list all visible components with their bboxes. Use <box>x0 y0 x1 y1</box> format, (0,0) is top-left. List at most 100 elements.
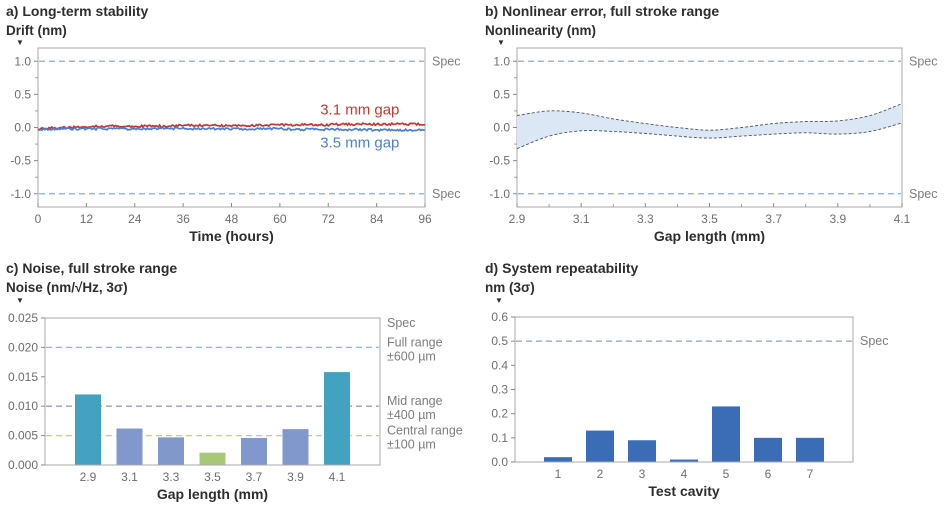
panel-noise: Full range ±600 µm Mid range ±400 µm Central… <box>0 255 475 509</box>
band-upper-edge <box>516 103 903 131</box>
x-tick-label: 7 <box>807 467 814 481</box>
y-tick-label: 0.5 <box>491 334 508 348</box>
bar-4.1 <box>324 372 350 465</box>
x-tick-label: 3 <box>639 467 646 481</box>
y-tick-label: 0.3 <box>491 383 508 397</box>
system-repeatability-plot: Spec 0.6 0.5 0.4 0.3 0.2 0.1 0.0 1 2 3 4 5 6 7 Test cav… <box>491 310 889 499</box>
bar-3.3 <box>158 437 184 465</box>
x-axis-label: Gap length (mm) <box>654 228 765 244</box>
panel-system-repeatability: Spec 0.6 0.5 0.4 0.3 0.2 0.1 0.0 1 2 3 4 5 6 7 Test cav… <box>475 255 950 509</box>
x-tick-label: 84 <box>370 212 384 226</box>
y-tick-label: -0.5 <box>10 154 31 168</box>
spec-label: Spec <box>909 54 938 68</box>
x-tick-label: 1 <box>555 467 562 481</box>
spec-header-label: Spec <box>387 316 416 330</box>
spec-label: ±600 µm <box>387 349 436 363</box>
x-tick-label: 3.3 <box>637 212 654 226</box>
bar-1 <box>544 457 572 462</box>
y-tick-label: -0.5 <box>489 154 510 168</box>
axis-pointer-icon: ▼ <box>497 38 505 47</box>
panel-title: a) Long-term stability <box>6 3 149 19</box>
x-tick-label: 72 <box>322 212 336 226</box>
x-tick-label: 24 <box>128 212 142 226</box>
y-tick-label: 0.020 <box>8 340 38 354</box>
spec-label: Spec <box>432 54 461 68</box>
spec-label: ±400 µm <box>387 408 436 422</box>
x-tick-label: 96 <box>418 212 432 226</box>
x-tick-label: 3.7 <box>765 212 782 226</box>
y-axis-title: Noise (nm/√Hz, 3σ) <box>6 280 128 295</box>
x-tick-label: 60 <box>273 212 287 226</box>
x-tick-label: 2.9 <box>509 212 526 226</box>
x-tick-label: 0 <box>35 212 42 226</box>
panel-title: d) System repeatability <box>485 260 639 276</box>
y-axis-title: Nonlinearity (nm) <box>485 23 597 38</box>
x-tick-label: 3.1 <box>573 212 590 226</box>
x-tick-label: 12 <box>80 212 94 226</box>
y-tick-label: 1.0 <box>493 54 510 68</box>
y-tick-label: -1.0 <box>10 187 31 201</box>
spec-label: Mid range <box>387 394 443 408</box>
y-tick-label: 0.1 <box>491 431 508 445</box>
y-tick-label: 0.000 <box>8 458 38 472</box>
nonlinear-error-plot: Spec Spec 1.0 0.5 0.0 -0.5 -1.0 2.9 3.1 3.3 3.5 3.7… <box>489 47 938 244</box>
axis-pointer-icon: ▼ <box>16 38 24 47</box>
panel-title: b) Nonlinear error, full stroke range <box>485 3 720 19</box>
x-tick-label: 3.9 <box>287 470 304 484</box>
bar-5 <box>712 406 740 462</box>
x-tick-label: 5 <box>723 467 730 481</box>
panel-long-term-stability: Spec Spec 1.0 0.5 0.0 -0.5 -1.0 0 12 24 36 48 60 72 84… <box>0 0 475 255</box>
y-tick-label: 0.2 <box>491 407 508 421</box>
spec-label: ±100 µm <box>387 438 436 452</box>
bar-3.7 <box>241 437 267 465</box>
y-tick-label: 0.025 <box>8 311 38 325</box>
y-tick-label: 0.0 <box>493 121 510 135</box>
y-tick-label: 0.5 <box>493 87 510 101</box>
y-tick-label: 0.010 <box>8 399 38 413</box>
bar-2 <box>586 430 614 462</box>
x-tick-label: 3.9 <box>829 212 846 226</box>
y-tick-label: -1.0 <box>489 187 510 201</box>
bar-4 <box>670 459 698 462</box>
series-line-3.1-mm-gap <box>37 121 426 131</box>
y-tick-label: 0.5 <box>14 87 31 101</box>
y-tick-label: 0.005 <box>8 429 38 443</box>
spec-label: Full range <box>387 335 443 349</box>
series-line-3.5-mm-gap <box>37 126 426 133</box>
x-tick-label: 36 <box>176 212 190 226</box>
x-tick-label: 3.5 <box>204 470 221 484</box>
series-label: 3.5 mm gap <box>320 134 399 151</box>
x-tick-label: 2.9 <box>80 470 97 484</box>
x-axis-label: Test cavity <box>648 483 720 499</box>
x-tick-label: 3.1 <box>121 470 138 484</box>
y-tick-label: 0.4 <box>491 358 508 372</box>
y-axis-title: nm (3σ) <box>485 280 535 295</box>
y-axis-title: Drift (nm) <box>6 23 67 38</box>
spec-label: Spec <box>432 187 461 201</box>
noise-plot: Full range±600 µm Mid range±400 µm Central… <box>8 311 463 502</box>
y-tick-label: 0.0 <box>14 121 31 135</box>
axis-pointer-icon: ▼ <box>495 296 503 305</box>
bar-3.1 <box>116 428 143 465</box>
panel-nonlinear-error: Spec Spec 1.0 0.5 0.0 -0.5 -1.0 2.9 3.1 3.3 3.5 3.7… <box>475 0 950 255</box>
x-tick-label: 3.5 <box>701 212 718 226</box>
y-tick-label: 1.0 <box>14 54 31 68</box>
y-tick-label: 0.015 <box>8 370 38 384</box>
panel-title: c) Noise, full stroke range <box>6 260 178 276</box>
x-tick-label: 4.1 <box>329 470 346 484</box>
x-tick-label: 6 <box>765 467 772 481</box>
spec-label: Central range <box>387 424 463 438</box>
x-tick-label: 2 <box>597 467 604 481</box>
bar-7 <box>796 437 824 462</box>
x-axis-label: Time (hours) <box>189 228 274 244</box>
bar-3.9 <box>282 429 309 465</box>
spec-label: Spec <box>909 187 938 201</box>
x-axis-label: Gap length (mm) <box>157 486 268 502</box>
nonlinearity-band <box>517 103 902 149</box>
series-label: 3.1 mm gap <box>320 101 399 118</box>
x-tick-label: 48 <box>225 212 239 226</box>
x-tick-label: 3.7 <box>246 470 263 484</box>
spec-label: Spec <box>860 334 889 348</box>
band-lower-edge <box>516 122 903 150</box>
